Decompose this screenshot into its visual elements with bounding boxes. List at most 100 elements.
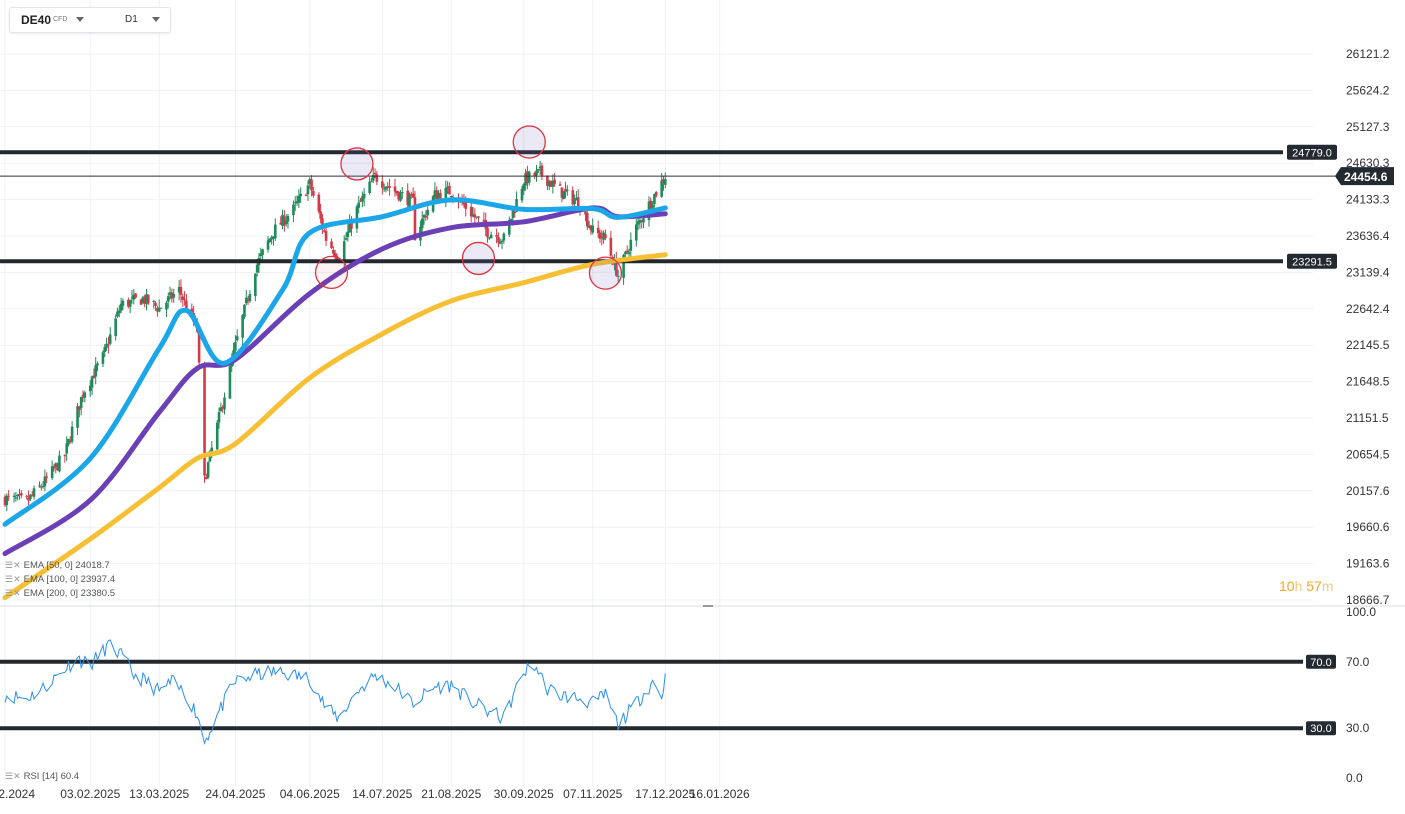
indicator-legend-ema100[interactable]: ☰✕ EMA [100, 0] 23937.4	[5, 574, 115, 585]
candle	[411, 187, 415, 198]
indicator-settings-icon[interactable]: ☰✕	[5, 560, 21, 570]
candle	[524, 168, 527, 191]
candle	[426, 206, 429, 220]
price-tick-label: 19163.6	[1346, 557, 1390, 571]
candle	[221, 405, 224, 413]
candle-body	[346, 231, 350, 237]
indicator-legend-ema200[interactable]: ☰✕ EMA [200, 0] 23380.5	[5, 588, 115, 599]
candle	[384, 186, 388, 193]
candle	[154, 300, 157, 311]
annotation-circle	[314, 255, 349, 290]
candle	[30, 491, 34, 497]
candle-body	[515, 199, 518, 212]
candle-body	[448, 185, 451, 195]
time-tick-label: 14.07.2025	[352, 787, 412, 801]
candle-countdown-timer: 10h 57m	[1279, 578, 1334, 594]
candle	[357, 195, 361, 214]
candle	[535, 165, 538, 182]
annotation-circle	[461, 241, 496, 276]
candle	[663, 172, 667, 189]
candle	[266, 236, 270, 253]
candle	[88, 379, 92, 397]
time-tick-label: 07.11.2025	[563, 787, 622, 801]
indicator-settings-icon[interactable]: ☰✕	[5, 588, 21, 598]
candle-body	[500, 240, 504, 242]
candle-body	[83, 392, 87, 398]
indicator-settings-icon[interactable]: ☰✕	[5, 574, 21, 584]
candle	[70, 421, 74, 444]
candle	[65, 436, 68, 461]
candle-body	[342, 241, 346, 262]
time-tick-label: 04.06.2025	[280, 787, 340, 801]
candle	[107, 336, 110, 354]
legend-name: RSI	[23, 771, 40, 782]
candle-body	[324, 231, 328, 241]
candle	[39, 483, 43, 491]
candle	[38, 481, 41, 488]
candle	[553, 173, 556, 187]
candle-body	[471, 214, 475, 216]
candle-body	[573, 199, 576, 205]
candle	[205, 473, 208, 480]
indicator-legend-ema50[interactable]: ☰✕ EMA [50, 0] 24018.7	[5, 560, 110, 571]
candle-body	[266, 240, 270, 250]
candle-body	[38, 485, 41, 487]
candle	[121, 298, 125, 311]
time-tick-label: 17.12.2025	[635, 787, 695, 801]
candle	[368, 177, 371, 195]
symbol-dropdown-chevron-icon[interactable]	[76, 17, 84, 22]
price-tick-label: 19660.6	[1346, 520, 1390, 534]
candle-body	[78, 406, 81, 410]
candle	[546, 175, 549, 190]
candle-body	[359, 200, 362, 202]
candle-body	[562, 190, 566, 199]
timeframe-selector[interactable]: D1	[125, 14, 138, 25]
candle	[170, 288, 174, 303]
candle-body	[537, 168, 540, 171]
price-plot-area	[0, 0, 1313, 603]
rsi-tick-label: 100.0	[1346, 605, 1376, 619]
candle	[54, 462, 58, 474]
candle	[259, 247, 263, 261]
indicator-legend-rsi[interactable]: ☰✕ RSI [14] 60.4	[5, 771, 79, 782]
candle-body	[88, 385, 92, 392]
candle-body	[375, 174, 379, 182]
candle-body	[190, 308, 194, 313]
candle	[79, 396, 83, 416]
candle-body	[12, 495, 16, 497]
price-tick-label: 23636.4	[1346, 229, 1390, 243]
candle	[381, 175, 384, 195]
candle	[159, 307, 163, 309]
candle	[547, 179, 551, 191]
instrument-symbol[interactable]: DE40	[21, 13, 52, 27]
candle-body	[159, 307, 163, 309]
candle	[540, 162, 544, 181]
timeframe-dropdown-chevron-icon[interactable]	[152, 17, 160, 22]
candle-body	[310, 179, 313, 191]
candle	[362, 188, 366, 207]
candle	[471, 206, 475, 218]
price-tick-label: 25127.3	[1346, 120, 1390, 134]
candle-body	[304, 194, 308, 196]
rsi-line	[4, 639, 666, 746]
time-tick-label: 30.09.2025	[494, 787, 554, 801]
candle	[114, 314, 117, 341]
candle-body	[172, 294, 176, 298]
candle-body	[205, 477, 208, 480]
candle-body	[662, 179, 665, 183]
current-price-label: 24454.6	[1344, 170, 1388, 184]
candle	[166, 292, 170, 309]
candle	[29, 494, 32, 502]
candle	[246, 296, 250, 305]
candle-body	[449, 196, 453, 198]
candle-body	[241, 314, 244, 338]
candle	[322, 228, 326, 233]
candle-body	[406, 190, 410, 206]
candle-body	[330, 241, 333, 248]
indicator-settings-icon[interactable]: ☰✕	[5, 771, 21, 781]
price-tick-label: 20654.5	[1346, 447, 1390, 461]
candle-body	[295, 201, 299, 204]
candle-body	[5, 495, 9, 506]
candle	[56, 462, 59, 471]
